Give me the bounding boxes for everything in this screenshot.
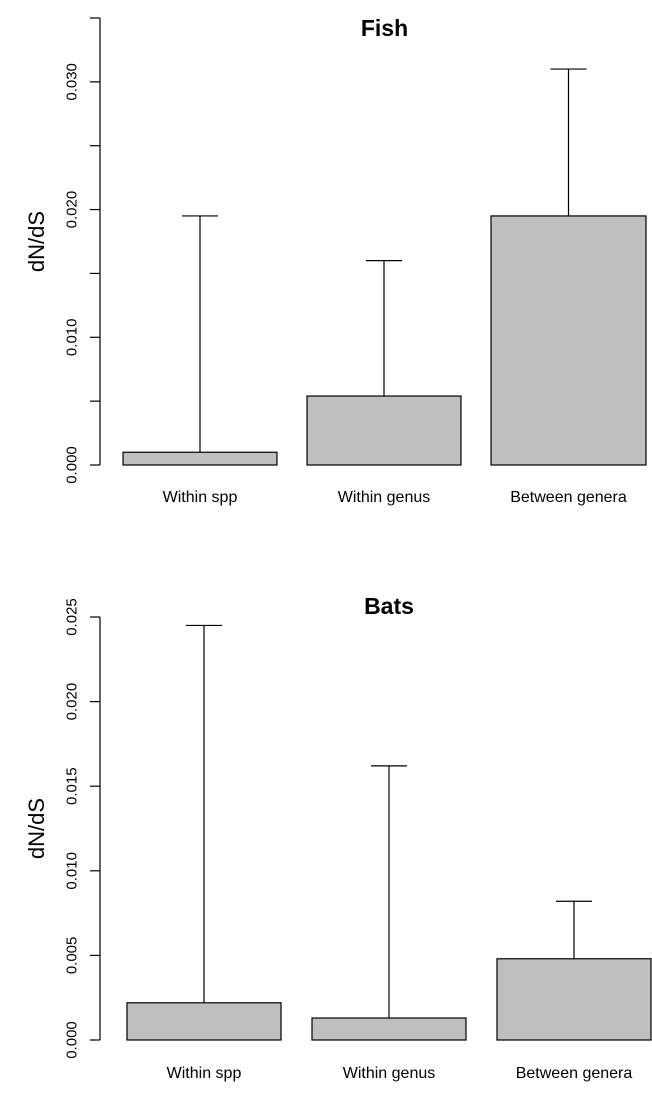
category-label: Within spp bbox=[167, 1065, 242, 1082]
y-axis-label: dN/dS bbox=[24, 798, 49, 859]
y-tick-label: 0.000 bbox=[64, 1021, 81, 1059]
y-axis-label: dN/dS bbox=[24, 211, 49, 272]
y-tick-label: 0.025 bbox=[64, 598, 81, 636]
fish-chart: Fish dN/dS 0.000 0.010 0.020 0.030 Within spp W… bbox=[24, 15, 647, 506]
bar bbox=[306, 395, 462, 466]
category-label: Between genera bbox=[516, 1065, 633, 1082]
category-label: Within genus bbox=[343, 1065, 436, 1082]
y-tick-label: 0.005 bbox=[64, 937, 81, 975]
bar bbox=[490, 215, 647, 466]
y-tick-label: 0.020 bbox=[64, 683, 81, 721]
bats-chart: Bats dN/dS 0.000 0.005 0.010 0.015 0.020 0.025 W… bbox=[24, 593, 652, 1082]
chart-title: Bats bbox=[364, 593, 414, 619]
category-label: Between genera bbox=[510, 489, 627, 506]
y-tick-label: 0.010 bbox=[64, 852, 81, 890]
bar bbox=[496, 958, 652, 1041]
bar bbox=[126, 1002, 282, 1041]
category-label: Within spp bbox=[163, 489, 238, 506]
y-tick-label: 0.015 bbox=[64, 767, 81, 805]
y-tick-label: 0.030 bbox=[64, 63, 81, 101]
y-tick-label: 0.000 bbox=[64, 446, 81, 484]
category-label: Within genus bbox=[338, 489, 431, 506]
y-tick-label: 0.010 bbox=[64, 319, 81, 357]
bar bbox=[311, 1017, 467, 1041]
bar bbox=[122, 451, 278, 466]
chart-title: Fish bbox=[361, 15, 408, 41]
y-tick-label: 0.020 bbox=[64, 191, 81, 229]
